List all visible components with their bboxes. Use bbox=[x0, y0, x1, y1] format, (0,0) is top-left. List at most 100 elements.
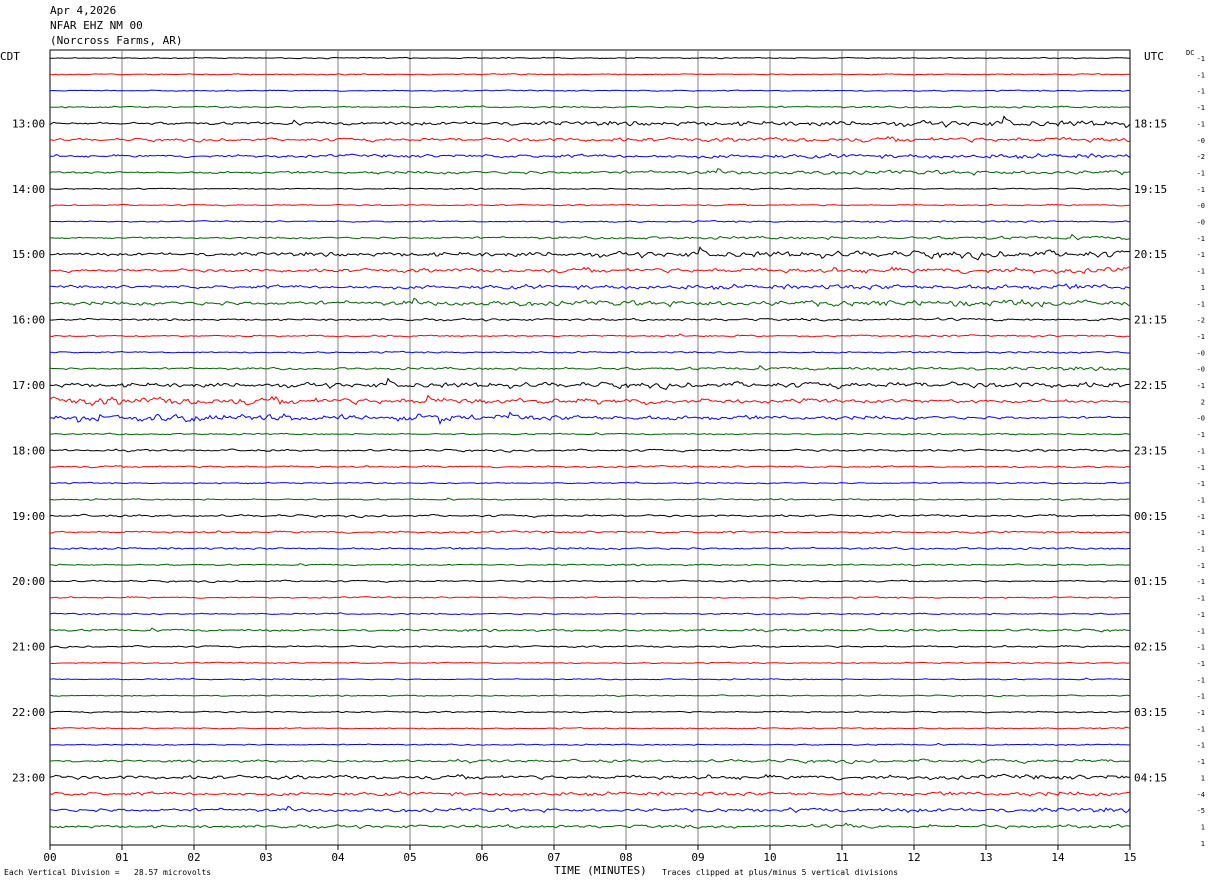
seismic-trace bbox=[49, 579, 1131, 584]
clip-note: Traces clipped at plus/minus 5 vertical … bbox=[662, 868, 899, 877]
seismic-trace bbox=[49, 612, 1131, 616]
seismic-trace bbox=[49, 350, 1131, 354]
seismic-trace bbox=[49, 710, 1131, 714]
seismic-trace bbox=[49, 758, 1131, 765]
left-hour-label: 18:00 bbox=[12, 444, 45, 457]
left-hour-label: 23:00 bbox=[12, 771, 45, 784]
x-tick-label: 02 bbox=[187, 851, 200, 864]
right-hour-label: 03:15 bbox=[1134, 706, 1167, 719]
seismic-trace bbox=[49, 497, 1131, 502]
dc-offset-value: -1 bbox=[1197, 235, 1205, 243]
x-tick-label: 10 bbox=[763, 851, 776, 864]
right-hour-label: 00:15 bbox=[1134, 510, 1167, 523]
seismic-trace bbox=[49, 152, 1131, 160]
seismic-trace bbox=[49, 411, 1131, 425]
seismic-trace bbox=[49, 203, 1131, 207]
x-tick-label: 07 bbox=[547, 851, 560, 864]
seismic-trace bbox=[49, 627, 1130, 633]
seismic-trace bbox=[50, 219, 1131, 223]
dc-offset-value: -1 bbox=[1197, 480, 1205, 488]
dc-offset-value: -5 bbox=[1197, 807, 1205, 815]
seismic-trace bbox=[49, 644, 1131, 649]
dc-offset-value: -1 bbox=[1197, 88, 1205, 96]
seismic-trace bbox=[49, 694, 1131, 698]
chart-date: Apr 4,2026 bbox=[50, 4, 117, 17]
x-tick-label: 14 bbox=[1051, 851, 1065, 864]
dc-offset-value: 1 bbox=[1201, 774, 1205, 782]
dc-offset-value: -1 bbox=[1197, 758, 1205, 766]
x-tick-label: 09 bbox=[691, 851, 704, 864]
seismic-trace bbox=[49, 89, 1131, 92]
left-hour-label: 16:00 bbox=[12, 314, 45, 327]
x-tick-label: 13 bbox=[979, 851, 992, 864]
dc-offset-value: -1 bbox=[1197, 627, 1205, 635]
seismic-trace bbox=[49, 246, 1131, 261]
x-tick-label: 05 bbox=[403, 851, 416, 864]
seismic-trace bbox=[49, 661, 1131, 665]
seismic-trace bbox=[49, 394, 1131, 407]
dc-offset-value: -2 bbox=[1197, 153, 1205, 161]
seismic-trace bbox=[49, 481, 1131, 485]
x-tick-label: 00 bbox=[43, 851, 56, 864]
seismic-trace bbox=[49, 115, 1131, 129]
dc-offset-value: 1 bbox=[1201, 284, 1205, 292]
dc-offset-value: -1 bbox=[1197, 693, 1205, 701]
seismic-trace bbox=[49, 73, 1131, 76]
x-tick-label: 11 bbox=[835, 851, 848, 864]
right-hour-label: 21:15 bbox=[1134, 314, 1167, 327]
scale-note: Each Vertical Division = 28.57 microvolt… bbox=[4, 868, 212, 877]
seismic-trace bbox=[49, 377, 1131, 391]
dc-offset-value: -0 bbox=[1197, 366, 1205, 374]
dc-offset-value: -0 bbox=[1197, 137, 1205, 145]
seismic-trace bbox=[49, 297, 1131, 308]
seismic-trace bbox=[49, 546, 1130, 551]
seismic-trace bbox=[49, 283, 1131, 291]
dc-offset-value: -0 bbox=[1197, 415, 1205, 423]
x-tick-label: 12 bbox=[907, 851, 920, 864]
seismic-trace bbox=[50, 187, 1131, 191]
dc-offset-value: -1 bbox=[1197, 725, 1205, 733]
dc-offset-value: -1 bbox=[1197, 513, 1205, 521]
dc-offset-value: -0 bbox=[1197, 219, 1205, 227]
x-tick-label: 08 bbox=[619, 851, 632, 864]
seismic-trace bbox=[50, 56, 1131, 60]
seismic-trace bbox=[49, 742, 1131, 747]
seismic-trace bbox=[49, 562, 1130, 567]
left-timezone-label: CDT bbox=[0, 50, 20, 63]
dc-offset-value: -1 bbox=[1197, 611, 1205, 619]
x-tick-label: 15 bbox=[1123, 851, 1136, 864]
seismic-trace bbox=[49, 168, 1131, 176]
left-hour-label: 17:00 bbox=[12, 379, 45, 392]
seismic-trace bbox=[49, 448, 1131, 453]
dc-offset-value: 1 bbox=[1201, 840, 1205, 848]
dc-offset-value: -1 bbox=[1197, 742, 1205, 750]
x-tick-label: 06 bbox=[475, 851, 488, 864]
dc-offset-value: -1 bbox=[1197, 431, 1205, 439]
dc-offset-value: -1 bbox=[1197, 169, 1205, 177]
x-tick-label: 01 bbox=[115, 851, 128, 864]
dc-offset-value: -1 bbox=[1197, 546, 1205, 554]
dc-offset-value: -1 bbox=[1197, 496, 1205, 504]
left-hour-label: 14:00 bbox=[12, 183, 45, 196]
seismic-trace bbox=[49, 596, 1131, 599]
seismic-trace bbox=[49, 530, 1131, 534]
dc-offset-value: -1 bbox=[1197, 464, 1205, 472]
station-code: NFAR EHZ NM 00 bbox=[50, 19, 143, 32]
seismic-trace bbox=[49, 432, 1131, 436]
right-timezone-label: UTC bbox=[1144, 50, 1164, 63]
dc-offset-value: -4 bbox=[1197, 791, 1205, 799]
right-hour-label: 20:15 bbox=[1134, 248, 1167, 261]
x-axis-title: TIME (MINUTES) bbox=[554, 864, 647, 877]
dc-offset-value: -0 bbox=[1197, 349, 1205, 357]
dc-offset-value: -1 bbox=[1197, 529, 1205, 537]
dc-offset-value: -1 bbox=[1197, 120, 1205, 128]
right-hour-label: 18:15 bbox=[1134, 117, 1167, 130]
dc-offset-value: 2 bbox=[1201, 398, 1205, 406]
x-tick-label: 04 bbox=[331, 851, 345, 864]
dc-offset-value: -1 bbox=[1197, 562, 1205, 570]
dc-offset-value: -2 bbox=[1197, 317, 1205, 325]
seismic-trace bbox=[49, 773, 1130, 781]
seismic-trace bbox=[49, 726, 1131, 730]
left-hour-label: 15:00 bbox=[12, 248, 45, 261]
